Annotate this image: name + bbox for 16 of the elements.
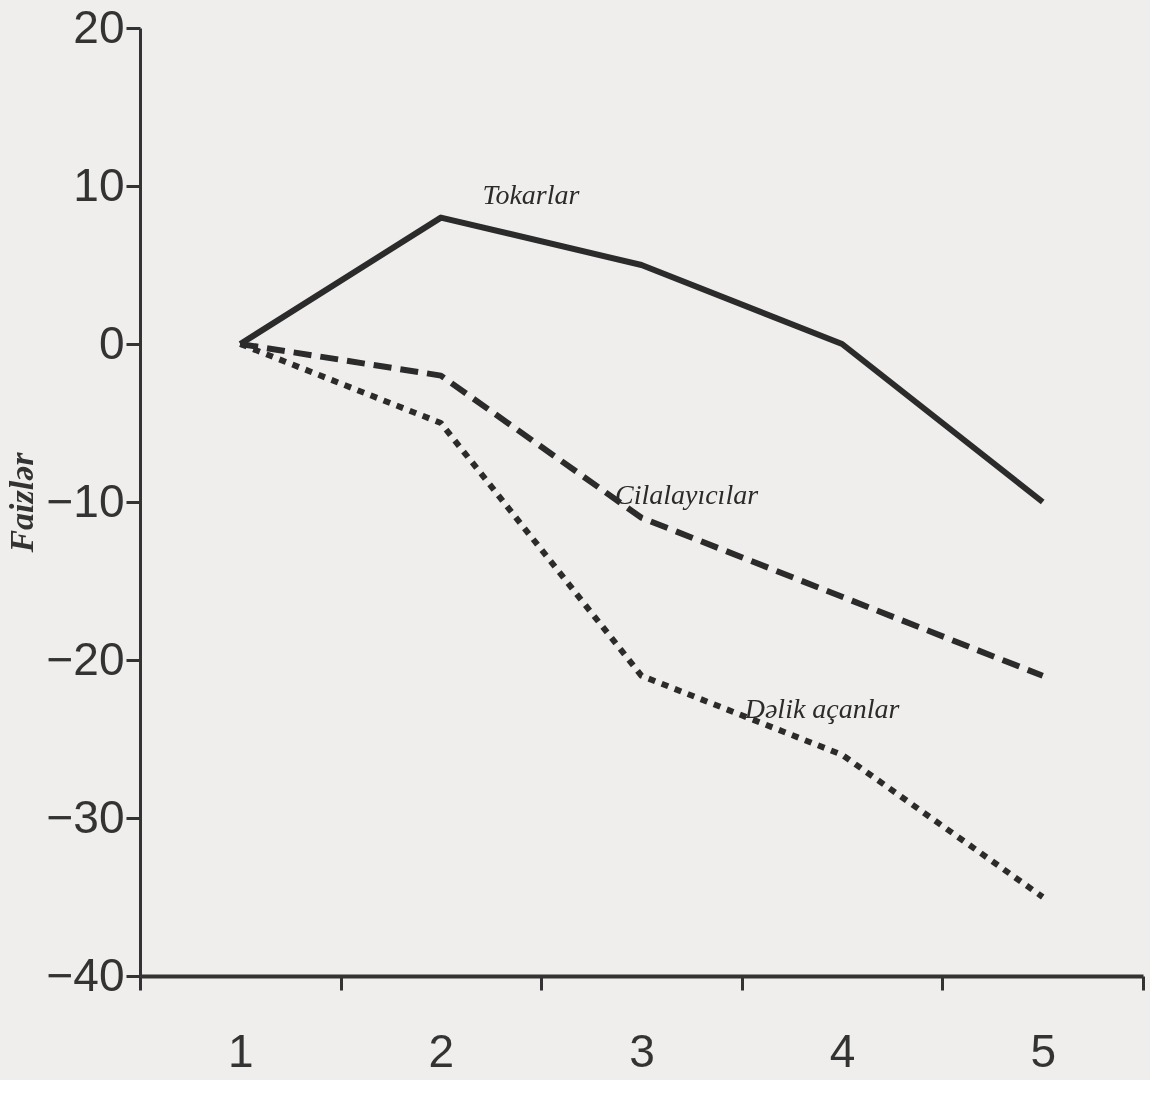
series-label: Tokarlar xyxy=(482,178,580,210)
x-tick-label: 5 xyxy=(1030,1024,1056,1077)
y-axis-title: Faizlər xyxy=(3,451,41,554)
y-tick-label: 0 xyxy=(98,316,125,369)
y-tick-label: 20 xyxy=(73,0,125,53)
x-tick-label: 2 xyxy=(428,1024,455,1077)
y-tick-label: 10 xyxy=(73,158,125,211)
series-label: Cilalayıcılar xyxy=(614,478,759,510)
y-tick-label: −10 xyxy=(46,474,125,527)
y-tick-label: −30 xyxy=(46,790,125,843)
x-tick-label: 1 xyxy=(228,1024,254,1077)
x-tick-label: 4 xyxy=(829,1024,856,1077)
y-tick-label: −40 xyxy=(46,948,125,1001)
x-tick-label: 3 xyxy=(629,1024,655,1077)
series-label: Dəlik açanlar xyxy=(743,692,900,724)
y-tick-label: −20 xyxy=(46,632,125,685)
